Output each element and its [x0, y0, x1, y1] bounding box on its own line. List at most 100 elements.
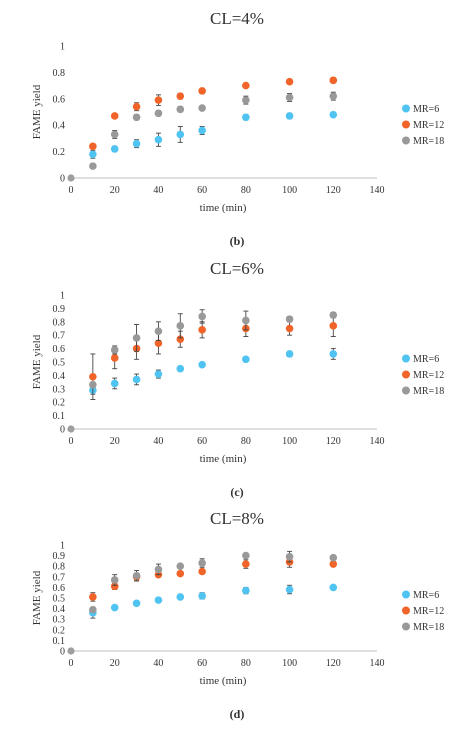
y-tick-label: 0.3	[53, 615, 66, 626]
series-mr-18	[89, 309, 338, 389]
y-axis-label: FAME yield	[31, 570, 43, 625]
data-point	[89, 605, 97, 614]
y-tick-label: 0.2	[53, 147, 66, 158]
legend-label: MR=6	[413, 354, 439, 365]
data-point	[198, 592, 206, 600]
y-axis-label: FAME yield	[31, 334, 43, 389]
x-axis-label: time (min)	[200, 202, 247, 214]
x-tick-label: 100	[282, 436, 297, 447]
data-point	[198, 104, 206, 112]
data-point	[110, 354, 119, 362]
data-point	[154, 327, 163, 335]
y-tick-label: 0.9	[53, 304, 66, 315]
data-point	[132, 102, 141, 111]
legend-marker	[402, 606, 410, 615]
y-tick-label: 1	[60, 291, 65, 302]
data-point	[110, 112, 119, 120]
x-tick-label: 120	[326, 436, 341, 447]
data-point	[132, 375, 141, 384]
x-axis-label: time (min)	[200, 675, 247, 687]
chart-title: CL=4%	[210, 9, 264, 28]
series-mr-6	[89, 110, 338, 159]
y-tick-label: 0.8	[53, 562, 66, 573]
y-tick-label: 0.5	[53, 358, 66, 369]
y-tick-label: 0.4	[53, 371, 66, 382]
data-point	[176, 593, 185, 601]
data-point	[198, 126, 206, 135]
x-tick-label: 20	[110, 436, 120, 447]
y-tick-label: 0.2	[53, 398, 66, 409]
y-tick-label: 0.6	[53, 583, 66, 594]
legend-marker	[402, 354, 410, 363]
data-point	[176, 364, 185, 373]
y-tick-label: 0.4	[53, 121, 66, 132]
data-point	[154, 339, 163, 348]
x-tick-label: 140	[370, 185, 385, 196]
data-point	[329, 110, 338, 119]
data-point	[110, 603, 119, 612]
data-point	[242, 551, 250, 560]
y-tick-label: 0.8	[53, 68, 66, 79]
data-point	[176, 569, 185, 578]
panel-caption: (b)	[230, 234, 245, 248]
data-point	[329, 583, 338, 592]
x-tick-label: 120	[326, 658, 341, 669]
series-mr-6	[89, 348, 338, 395]
data-point	[198, 87, 206, 95]
x-tick-label: 100	[282, 185, 297, 196]
data-point	[89, 142, 97, 151]
data-point	[110, 145, 119, 153]
x-tick-label: 140	[370, 658, 385, 669]
data-point	[242, 560, 250, 568]
x-tick-label: 0	[69, 658, 74, 669]
data-point	[329, 322, 338, 330]
chart-panel-cl8: CL=8% 00.10.20.30.40.50.60.70.80.91 0 20 40 6…	[31, 509, 444, 721]
legend-marker	[402, 104, 410, 113]
data-point	[154, 96, 163, 104]
chart-panel-cl4: CL=4% 0 0.2 0.4 0.6 0.8 1 0 20 40 60 80 100 120 140 tim…	[31, 9, 444, 248]
legend-marker	[402, 622, 410, 631]
x-axis-label: time (min)	[200, 453, 247, 465]
y-tick-label: 0	[60, 174, 65, 185]
data-point	[110, 582, 119, 591]
data-point	[198, 312, 206, 321]
data-point	[285, 112, 294, 120]
series-mr-12	[89, 76, 338, 151]
data-point	[329, 311, 338, 319]
legend-label: MR=12	[413, 606, 444, 617]
x-tick-label: 40	[153, 436, 163, 447]
data-point	[285, 350, 294, 358]
y-tick-label: 0.6	[53, 344, 66, 355]
data-point	[285, 93, 294, 102]
chart-panel-cl6: CL=6% 0 0.1 0.2 0.3 0.4 0.5 0.6 0.7 0.8 0.9 1 0 20 40 6…	[31, 259, 444, 499]
data-point	[285, 324, 294, 333]
data-point	[329, 350, 338, 358]
data-point	[285, 315, 294, 323]
data-point	[242, 81, 250, 90]
data-point	[285, 585, 294, 594]
y-tick-label: 0.3	[53, 384, 66, 395]
x-tick-label: 40	[153, 658, 163, 669]
series-mr-12	[89, 314, 338, 400]
data-point	[329, 92, 338, 100]
data-point	[132, 113, 141, 122]
data-point	[154, 109, 163, 118]
data-point	[176, 562, 185, 570]
legend-label: MR=6	[413, 104, 439, 115]
y-tick-label: 0.5	[53, 594, 66, 605]
legend-label: MR=18	[413, 386, 444, 397]
data-point	[198, 567, 206, 576]
data-point	[89, 380, 97, 389]
y-tick-label: 0	[60, 647, 65, 658]
data-point	[154, 565, 163, 574]
data-point	[176, 322, 185, 330]
y-tick-label: 0.1	[53, 411, 66, 422]
x-tick-label: 60	[197, 436, 207, 447]
data-point	[198, 326, 206, 334]
data-point	[176, 335, 185, 344]
chart-title: CL=8%	[210, 509, 264, 528]
y-tick-label: 0.1	[53, 636, 66, 647]
data-point	[89, 593, 97, 601]
x-tick-label: 60	[197, 185, 207, 196]
